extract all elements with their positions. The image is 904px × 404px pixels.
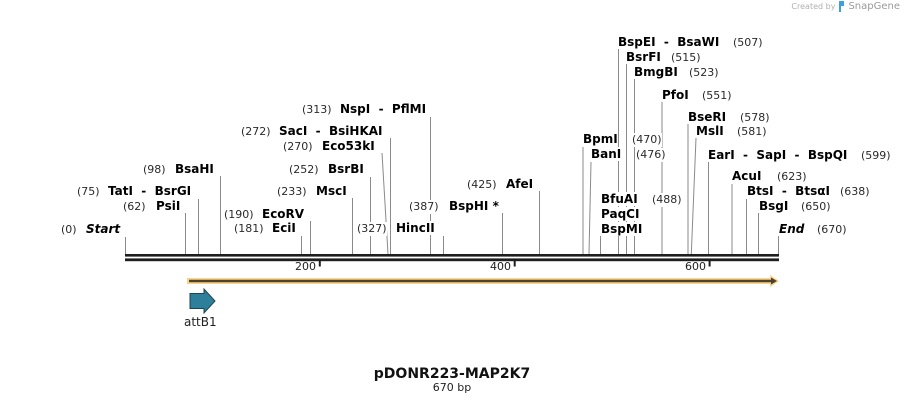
site-position-label: (623): [777, 170, 807, 184]
enzyme-label: BsrBI: [328, 162, 364, 176]
site-position-label: (578): [740, 111, 770, 125]
tick-label-400: 400: [490, 260, 511, 273]
watermark-prefix: Created by: [791, 2, 836, 11]
start-label: Start: [86, 222, 121, 236]
enzyme-label: EciI: [272, 221, 296, 235]
site-position-label: (75): [77, 185, 100, 199]
enzyme-label: PfoI: [662, 88, 689, 102]
enzyme-label: PaqCI: [601, 207, 640, 221]
enzyme-label: BanI: [591, 147, 622, 161]
map-length: 670 bp: [432, 381, 472, 394]
enzyme-label: BspEI - BsaWI: [618, 35, 720, 49]
site-position-label: (638): [840, 185, 870, 199]
enzyme-label: MslI: [696, 124, 724, 138]
enzyme-label: BpmI: [583, 132, 618, 146]
site-position-label: (670): [817, 223, 847, 237]
tick-label-600: 600: [685, 260, 706, 273]
site-position-label: (523): [689, 66, 719, 80]
enzyme-label: EarI - SapI - BspQI: [708, 148, 848, 162]
site-position-label: (252): [289, 163, 319, 177]
enzyme-label: MscI: [316, 184, 347, 198]
sequence-axis: [125, 254, 779, 267]
site-position-label: (488): [652, 193, 682, 207]
map-title: pDONR223-MAP2K7: [373, 366, 531, 382]
site-position-label: (181): [234, 222, 264, 236]
site-position-label: (650): [801, 200, 831, 214]
site-position-label: (515): [671, 51, 701, 65]
attb1-arrow-icon: [189, 287, 216, 315]
enzyme-label: AcuI: [732, 169, 762, 183]
site-position-label: (470): [632, 133, 662, 147]
enzyme-label: PsiI: [156, 199, 181, 213]
enzyme-label: BseRI: [688, 110, 727, 124]
site-position-label: (551): [702, 89, 732, 103]
site-position-label: (272): [241, 125, 271, 139]
enzyme-label: BspMI: [601, 222, 643, 236]
orange-feature-arrow: [187, 275, 779, 287]
site-position-label: (327): [357, 222, 387, 236]
site-position-label: (62): [123, 200, 146, 214]
site-position-label: (581): [737, 125, 767, 139]
enzyme-label: BtsI - BtsαI: [747, 184, 830, 198]
enzyme-label: TatI - BsrGI: [108, 184, 192, 198]
watermark-brand: SnapGene: [848, 1, 900, 12]
snapgene-logo-icon: [839, 1, 845, 12]
enzyme-label: BsgI: [759, 199, 789, 213]
enzyme-label: BsaHI: [175, 162, 214, 176]
end-label: End: [779, 222, 805, 236]
site-position-label: (98): [143, 163, 166, 177]
enzyme-label: BmgBI: [634, 65, 678, 79]
enzyme-label: NspI - PflMI: [340, 102, 427, 116]
enzyme-label: HincII: [396, 221, 435, 235]
site-position-label: (425): [467, 178, 497, 192]
tick-600: [708, 261, 711, 267]
enzyme-label: BfuAI: [601, 192, 638, 206]
tick-200: [318, 261, 321, 267]
site-position-label: (233): [277, 185, 307, 199]
site-position-label: (387): [409, 200, 439, 214]
enzyme-label: BspHI *: [449, 199, 499, 213]
enzyme-label: AfeI: [506, 177, 534, 191]
site-position-label: (599): [861, 149, 891, 163]
site-position-label: (190): [224, 208, 254, 222]
site-position-label: (507): [733, 36, 763, 50]
site-position-label: (270): [283, 140, 313, 154]
enzyme-label: BsrFI: [626, 50, 661, 64]
site-position-label: (0): [61, 223, 77, 237]
tick-label-200: 200: [295, 260, 316, 273]
site-leader-lines: [125, 49, 779, 255]
site-position-label: (476): [636, 148, 666, 162]
enzyme-label: EcoRV: [262, 207, 305, 221]
enzyme-label: SacI - BsiHKAI: [279, 124, 383, 138]
site-position-label: (313): [302, 103, 332, 117]
feature-label-attb1: attB1: [184, 315, 217, 329]
snapgene-watermark: Created by SnapGene: [791, 1, 900, 12]
enzyme-label: Eco53kI: [322, 139, 375, 153]
tick-400: [513, 261, 516, 267]
